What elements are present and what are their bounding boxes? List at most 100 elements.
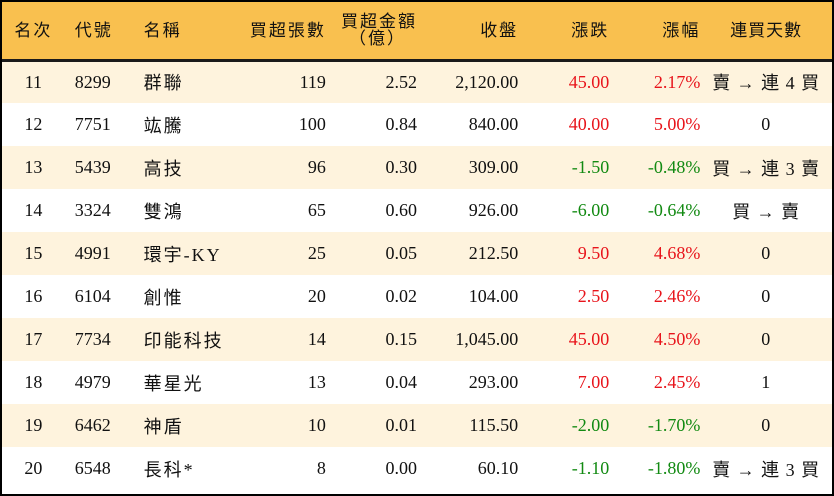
cell-net-buy-amount: 0.05: [385, 243, 418, 263]
cell-code: 6104: [74, 286, 111, 306]
cell-net-buy-lots: 65: [307, 200, 326, 220]
cell-code: 8299: [74, 71, 111, 92]
table-row: 15 4991 環宇-KY 25 0.05 212.50 9.50 4.68% …: [2, 232, 832, 275]
cell-net-buy-amount: 0.30: [385, 157, 418, 177]
cell-name: 創惟: [143, 287, 184, 308]
cell-close: 293.00: [468, 372, 519, 392]
cell-net-buy-amount: 2.52: [385, 71, 418, 92]
cell-close: 840.00: [468, 114, 519, 134]
cell-close: 1,045.00: [455, 329, 519, 349]
cell-close: 309.00: [468, 157, 519, 177]
cell-rank: 13: [24, 157, 43, 177]
cell-net-buy-amount: 0.00: [385, 458, 418, 478]
cell-change: -1.50: [571, 157, 610, 177]
cell-consecutive-days: 0: [761, 415, 772, 435]
cell-net-buy-lots: 100: [298, 114, 326, 134]
cell-close: 104.00: [468, 286, 519, 306]
header-code: 代號: [64, 2, 136, 62]
cell-name: 環宇-KY: [143, 244, 222, 265]
cell-consecutive-days: 賣 → 連 3 買: [712, 459, 821, 480]
table-header: 名次 代號 名稱 買超張數 買超金額 （億） 收盤 漲跌 漲幅 連買天數: [2, 2, 832, 62]
cell-net-buy-amount: 0.04: [385, 372, 418, 392]
cell-net-buy-amount: 0.84: [385, 114, 418, 134]
cell-code: 4979: [74, 372, 111, 392]
cell-net-buy-lots: 20: [307, 286, 326, 306]
cell-consecutive-days: 0: [761, 243, 772, 263]
cell-net-buy-lots: 14: [307, 329, 326, 349]
cell-name: 竑騰: [143, 115, 184, 136]
cell-code: 7734: [74, 329, 111, 349]
header-net-buy-amount-unit: （億）: [348, 29, 406, 49]
cell-rank: 15: [24, 243, 43, 263]
cell-change: 45.00: [568, 329, 610, 349]
header-rank: 名次: [2, 2, 65, 62]
table-row: 17 7734 印能科技 14 0.15 1,045.00 45.00 4.50…: [2, 318, 832, 361]
header-row: 名次 代號 名稱 買超張數 買超金額 （億） 收盤 漲跌 漲幅 連買天數: [2, 2, 832, 62]
header-net-buy-amount-line1: 買超金額: [341, 12, 418, 32]
cell-consecutive-days: 買 → 賣: [732, 201, 801, 222]
cell-change-pct: 2.45%: [653, 372, 701, 392]
cell-change-pct: -1.70%: [647, 415, 701, 435]
net-buy-ranking-table: 名次 代號 名稱 買超張數 買超金額 （億） 收盤 漲跌 漲幅 連買天數 11 …: [2, 2, 832, 490]
cell-consecutive-days: 1: [761, 372, 772, 392]
cell-name: 群聯: [143, 73, 184, 94]
cell-change: 7.00: [577, 372, 610, 392]
cell-net-buy-amount: 0.01: [385, 415, 418, 435]
cell-close: 60.10: [477, 458, 519, 478]
cell-rank: 17: [24, 329, 43, 349]
cell-net-buy-lots: 25: [307, 243, 326, 263]
header-change-pct: 漲幅: [609, 2, 701, 62]
cell-change: 40.00: [568, 114, 610, 134]
cell-code: 6548: [74, 458, 111, 478]
cell-net-buy-amount: 0.15: [385, 329, 418, 349]
cell-name: 神盾: [143, 416, 184, 437]
cell-change-pct: 5.00%: [653, 114, 701, 134]
cell-rank: 12: [24, 114, 43, 134]
table-row: 13 5439 高技 96 0.30 309.00 -1.50 -0.48% 買…: [2, 146, 832, 189]
cell-name: 長科*: [143, 459, 195, 480]
cell-close: 926.00: [468, 200, 519, 220]
cell-code: 6462: [74, 415, 111, 435]
cell-net-buy-lots: 13: [307, 372, 326, 392]
cell-rank: 16: [24, 286, 43, 306]
cell-net-buy-lots: 96: [307, 157, 326, 177]
cell-net-buy-lots: 8: [316, 458, 326, 478]
cell-change: 45.00: [568, 71, 610, 92]
cell-change-pct: -1.80%: [647, 458, 701, 478]
cell-close: 2,120.00: [455, 71, 519, 92]
table-row: 16 6104 創惟 20 0.02 104.00 2.50 2.46% 0: [2, 275, 832, 318]
cell-change-pct: 2.46%: [653, 286, 701, 306]
cell-change-pct: 4.50%: [653, 329, 701, 349]
cell-change: -1.10: [571, 458, 610, 478]
cell-rank: 11: [24, 71, 43, 92]
cell-close: 212.50: [468, 243, 519, 263]
cell-rank: 18: [24, 372, 43, 392]
table-row: 14 3324 雙鴻 65 0.60 926.00 -6.00 -0.64% 買…: [2, 189, 832, 232]
cell-net-buy-lots: 10: [307, 415, 326, 435]
cell-rank: 20: [24, 458, 43, 478]
cell-code: 7751: [74, 114, 111, 134]
cell-change: -6.00: [571, 200, 610, 220]
cell-name: 印能科技: [143, 330, 224, 351]
cell-consecutive-days: 0: [761, 329, 772, 349]
cell-consecutive-days: 賣 → 連 4 買: [712, 73, 821, 94]
cell-name: 雙鴻: [143, 201, 184, 222]
cell-rank: 19: [24, 415, 43, 435]
header-close: 收盤: [423, 2, 519, 62]
cell-consecutive-days: 0: [761, 286, 772, 306]
cell-net-buy-amount: 0.60: [385, 200, 418, 220]
cell-change: 2.50: [577, 286, 610, 306]
table-row: 11 8299 群聯 119 2.52 2,120.00 45.00 2.17%…: [2, 60, 832, 103]
cell-consecutive-days: 買 → 連 3 賣: [712, 158, 821, 179]
cell-change-pct: 2.17%: [653, 71, 701, 92]
table-body: 11 8299 群聯 1 19 2.52 2,120.00 45.00 2.17%…: [2, 60, 832, 490]
header-net-buy-amount: 買超金額 （億）: [327, 2, 424, 62]
cell-code: 5439: [74, 157, 111, 177]
cell-net-buy-amount: 0.02: [385, 286, 418, 306]
cell-change-pct: 4.68%: [653, 243, 701, 263]
cell-code: 4991: [74, 243, 111, 263]
table-row: 12 7751 竑騰 100 0.84 840.00 40.00 5.00% 0: [2, 103, 832, 146]
cell-rank: 14: [24, 200, 43, 220]
header-change: 漲跌: [518, 2, 610, 62]
